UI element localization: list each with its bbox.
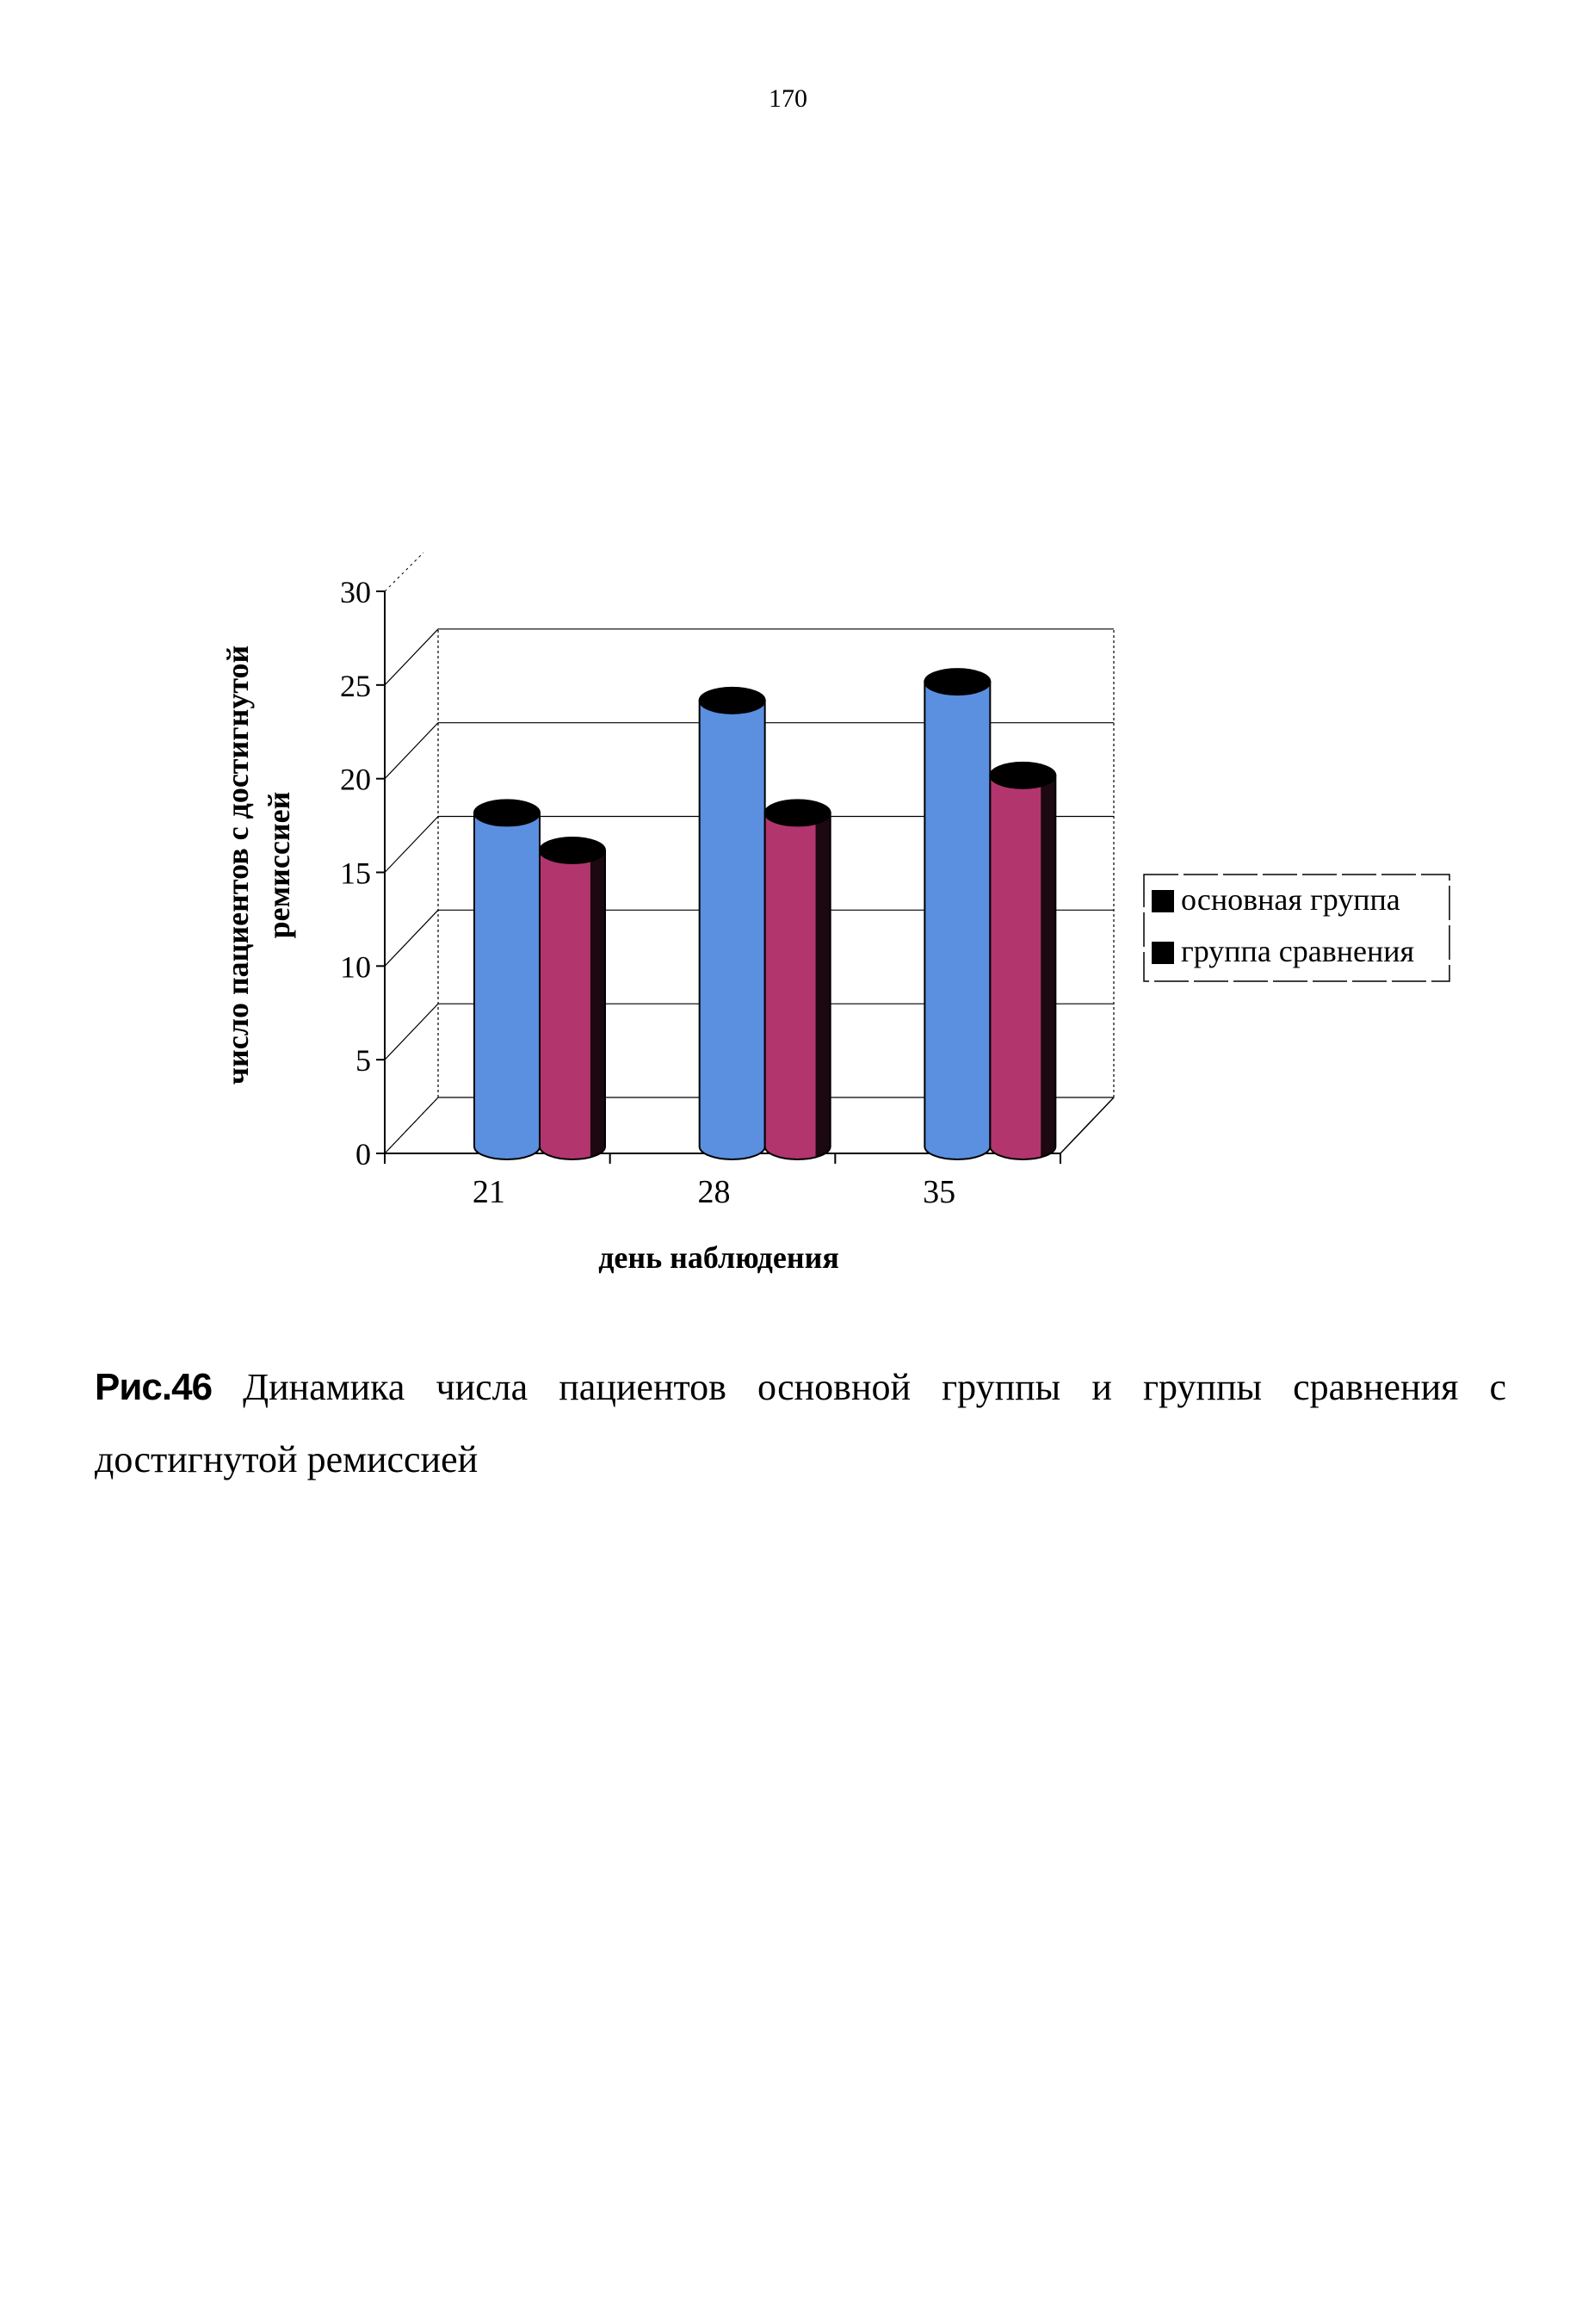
cylinder-shade [815,813,831,1157]
y-tick-label: 15 [340,856,371,891]
x-tick-label: 28 [698,1174,731,1210]
y-tick-label: 30 [340,575,371,609]
cylinder-body [473,812,541,1160]
cylinder-shade [1041,775,1056,1157]
bar-series1-21 [473,799,541,1160]
x-tick-label: 21 [473,1174,505,1210]
floor-left-edge [384,1097,439,1154]
gridline-10-side [384,909,439,967]
top-depth-edge [384,552,424,592]
figure-caption: Рис.46 Динамика числа пациентов основной… [95,1351,1506,1496]
cylinder-cap [473,799,541,827]
cylinder-shade [590,850,605,1157]
legend-swatch [1152,890,1174,912]
y-tick-label: 0 [355,1137,371,1171]
legend-label: основная группа [1181,882,1400,917]
gridline-25-side [384,628,439,686]
y-tick-label: 25 [340,669,371,703]
y-tick-label: 5 [355,1043,371,1078]
bar-series2-35 [989,761,1057,1160]
y-axis-title: ремиссией [262,792,296,939]
bar-series2-28 [763,799,831,1160]
gridline-20-side [384,722,439,780]
cylinder-cap [924,668,992,696]
x-axis-title: день наблюдения [598,1240,839,1275]
cylinder-body [539,849,606,1160]
legend-label: группа сравнения [1181,934,1414,968]
bar-chart: 0 5 10 15 20 25 30 21 28 35 день наблюдения число п… [220,552,1450,1275]
cylinder-body [698,699,766,1160]
bar-series1-35 [924,668,992,1160]
y-tick-label: 20 [340,763,371,797]
cylinder-cap [989,761,1057,789]
y-tick-label: 10 [340,949,371,984]
figure-label: Рис.46 [95,1366,213,1408]
cylinder-body [989,774,1057,1160]
cylinder-body [924,681,992,1160]
cylinder-body [763,812,831,1160]
page-number: 170 [769,84,807,113]
figure-caption-text: Динамика числа пациентов основной группы… [95,1366,1506,1480]
gridline-5-side [384,1003,439,1060]
legend: основная группа группа сравнения [1143,874,1450,982]
legend-swatch [1152,942,1174,964]
cylinder-cap [698,686,766,714]
cylinder-cap [539,836,606,864]
floor-right-edge [1060,1097,1115,1154]
bar-series1-28 [698,686,766,1160]
bar-series2-21 [539,836,606,1160]
x-tick-label: 35 [923,1174,955,1210]
legend-frame [1143,874,1450,982]
y-axis-title: число пациентов с достигнутой [220,646,255,1085]
cylinder-cap [763,799,831,827]
gridline-15-side [384,816,439,873]
